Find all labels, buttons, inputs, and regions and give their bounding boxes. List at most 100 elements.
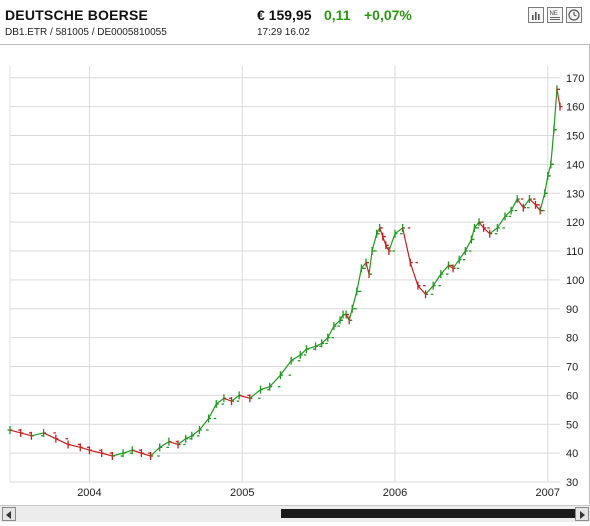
price-segment <box>231 394 240 402</box>
y-tick-label: 120 <box>566 217 584 229</box>
price-segment <box>464 239 472 252</box>
price-segment <box>539 193 546 211</box>
price-segment <box>333 319 341 327</box>
y-tick-label: 160 <box>566 102 584 114</box>
price-segment <box>376 227 381 234</box>
y-tick-label: 50 <box>566 419 578 431</box>
price-segment <box>43 432 57 440</box>
price-change-percent: +0,07% <box>364 7 412 23</box>
price-segment <box>177 438 187 445</box>
price-segment <box>510 198 518 211</box>
price-segment <box>279 360 292 376</box>
price-segment <box>478 221 485 229</box>
price-segment <box>345 314 350 321</box>
price-segment <box>417 285 427 295</box>
x-tick-label: 2007 <box>536 487 560 499</box>
price-segment <box>351 291 358 309</box>
price-segment <box>122 449 133 454</box>
price-segment <box>260 386 270 391</box>
price-segment <box>385 244 390 252</box>
price-segment <box>269 374 281 388</box>
price-segment <box>547 164 552 177</box>
price-segment <box>31 432 44 437</box>
price-segment <box>80 446 90 451</box>
price-segment <box>67 443 81 448</box>
price-segment <box>20 432 32 437</box>
price-segment <box>483 227 491 235</box>
price-segment <box>327 325 335 338</box>
bar-chart-icon[interactable] <box>528 7 544 23</box>
price-segment <box>394 227 404 235</box>
price-change: 0,11 <box>324 7 351 23</box>
price-segment <box>550 129 555 165</box>
price-segment <box>101 452 113 457</box>
price-segment <box>249 389 261 399</box>
y-tick-label: 90 <box>566 304 578 316</box>
price-segment <box>440 265 449 275</box>
y-tick-label: 150 <box>566 131 584 143</box>
price-segment <box>496 216 506 229</box>
price-segment <box>315 342 322 347</box>
y-tick-label: 60 <box>566 390 578 402</box>
price-segment <box>223 397 232 402</box>
price-segment <box>360 262 367 269</box>
price-segment <box>239 394 251 399</box>
time-scrollbar[interactable] <box>0 505 590 522</box>
last-price: € 159,95 <box>257 7 312 23</box>
price-segment <box>432 273 442 286</box>
price-segment <box>553 89 558 130</box>
price-segment <box>215 397 225 405</box>
news-icon[interactable]: NE <box>547 7 563 23</box>
price-segment <box>55 438 69 446</box>
scrollbar-thumb[interactable] <box>281 509 577 518</box>
price-segment <box>159 441 170 448</box>
price-segment <box>516 198 524 209</box>
price-segment <box>132 449 142 454</box>
y-tick-label: 80 <box>566 333 578 345</box>
price-segment <box>473 221 480 229</box>
price-segment <box>388 233 396 252</box>
price-segment <box>290 354 301 362</box>
price-segment <box>489 227 498 235</box>
svg-text:NE: NE <box>550 11 558 17</box>
price-segment <box>504 210 512 217</box>
price-segment <box>535 204 541 211</box>
price-segment <box>168 441 179 446</box>
y-tick-label: 140 <box>566 159 584 171</box>
y-tick-label: 40 <box>566 448 578 460</box>
price-segment <box>425 285 434 295</box>
price-chart: 30 40 50 60 70 80 90 100 110 120 130 140 150 160 170 20… <box>7 66 584 499</box>
instrument-name: DEUTSCHE BOERSE <box>5 7 149 23</box>
x-tick-label: 2006 <box>383 487 407 499</box>
quote-timestamp: 17:29 16.02 <box>257 27 310 38</box>
price-segment <box>348 308 353 321</box>
price-segment <box>382 236 387 246</box>
clock-icon[interactable] <box>566 7 582 23</box>
price-bar <box>206 414 212 431</box>
price-segment <box>529 198 536 206</box>
price-segment <box>448 264 454 269</box>
price-segment <box>141 452 151 457</box>
price-segment <box>299 348 307 356</box>
price-bar <box>258 385 264 399</box>
price-segment <box>198 418 210 431</box>
y-tick-label: 130 <box>566 188 584 200</box>
y-tick-label: 70 <box>566 362 578 374</box>
scroll-left-button[interactable] <box>2 507 16 521</box>
scroll-right-button[interactable] <box>575 507 589 521</box>
price-segment <box>522 198 530 209</box>
price-segment <box>368 250 373 275</box>
price-segment <box>150 446 161 457</box>
price-segment <box>458 250 466 261</box>
price-segment <box>185 435 193 440</box>
price-segment <box>365 262 370 275</box>
price-segment <box>112 452 124 457</box>
y-tick-label: 100 <box>566 275 584 287</box>
x-tick-label: 2004 <box>77 487 101 499</box>
price-segment <box>356 268 362 292</box>
price-segment <box>89 449 102 454</box>
price-segment <box>470 227 476 240</box>
y-tick-label: 30 <box>566 477 578 489</box>
instrument-identifiers: DB1.ETR / 581005 / DE0005810055 <box>5 27 167 38</box>
price-segment <box>409 262 419 286</box>
